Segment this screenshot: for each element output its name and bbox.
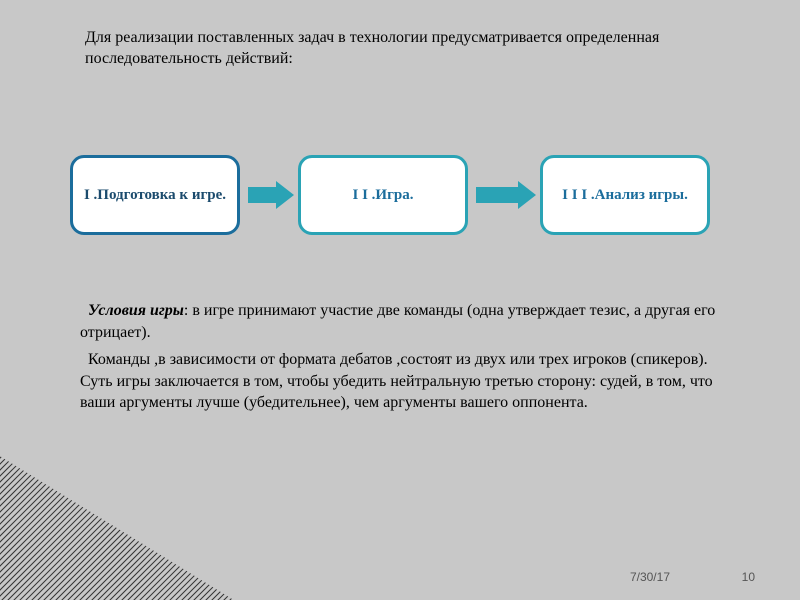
flow-arrow: [248, 181, 294, 209]
flow-node-label: I I I .Анализ игры.: [562, 186, 688, 205]
flow-node: I I I .Анализ игры.: [540, 155, 710, 235]
conditions-heading: Условия игры: [88, 302, 184, 319]
footer-date: 7/30/17: [630, 570, 670, 584]
intro-text: Для реализации поставленных задач в техн…: [85, 28, 735, 70]
flow-node-label: I I .Игра.: [353, 186, 414, 205]
slide: Для реализации поставленных задач в техн…: [0, 0, 800, 600]
conditions-block: Условия игры: в игре принимают участие д…: [80, 300, 730, 420]
conditions-para-2: Команды ,в зависимости от формата дебато…: [80, 349, 730, 414]
footer-page-number: 10: [742, 570, 755, 584]
corner-hatch-decor: [0, 450, 250, 600]
flowchart: I .Подготовка к игре. I I .Игра. I I I .Ан…: [70, 155, 710, 235]
conditions-para-1: Условия игры: в игре принимают участие д…: [80, 300, 730, 343]
flow-node: I .Подготовка к игре.: [70, 155, 240, 235]
flow-node-label: I .Подготовка к игре.: [84, 186, 226, 205]
flow-node: I I .Игра.: [298, 155, 468, 235]
flow-arrow: [476, 181, 536, 209]
